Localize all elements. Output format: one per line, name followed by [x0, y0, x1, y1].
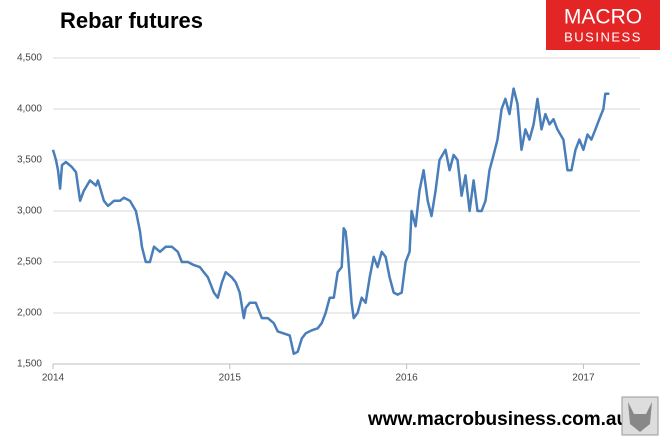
- y-tick-label: 1,500: [17, 359, 42, 370]
- x-tick-label: 2016: [395, 373, 418, 384]
- y-tick-label: 4,000: [17, 104, 42, 115]
- y-tick-label: 2,000: [17, 308, 42, 319]
- x-tick-label: 2014: [42, 373, 65, 384]
- y-tick-label: 2,500: [17, 257, 42, 268]
- y-tick-label: 3,500: [17, 155, 42, 166]
- logo-box: [546, 0, 660, 50]
- data-line: [51, 87, 610, 356]
- x-tick-label: 2015: [219, 373, 242, 384]
- logo-text: MACRO: [564, 6, 642, 29]
- footer-url: www.macrobusiness.com.au: [367, 409, 628, 430]
- y-tick-label: 4,500: [17, 53, 42, 64]
- y-tick-label: 3,000: [17, 206, 42, 217]
- x-tick-label: 2017: [572, 373, 595, 384]
- fox-icon: [628, 402, 652, 432]
- logo-text: BUSINESS: [564, 29, 642, 44]
- chart-title: Rebar futures: [60, 8, 203, 33]
